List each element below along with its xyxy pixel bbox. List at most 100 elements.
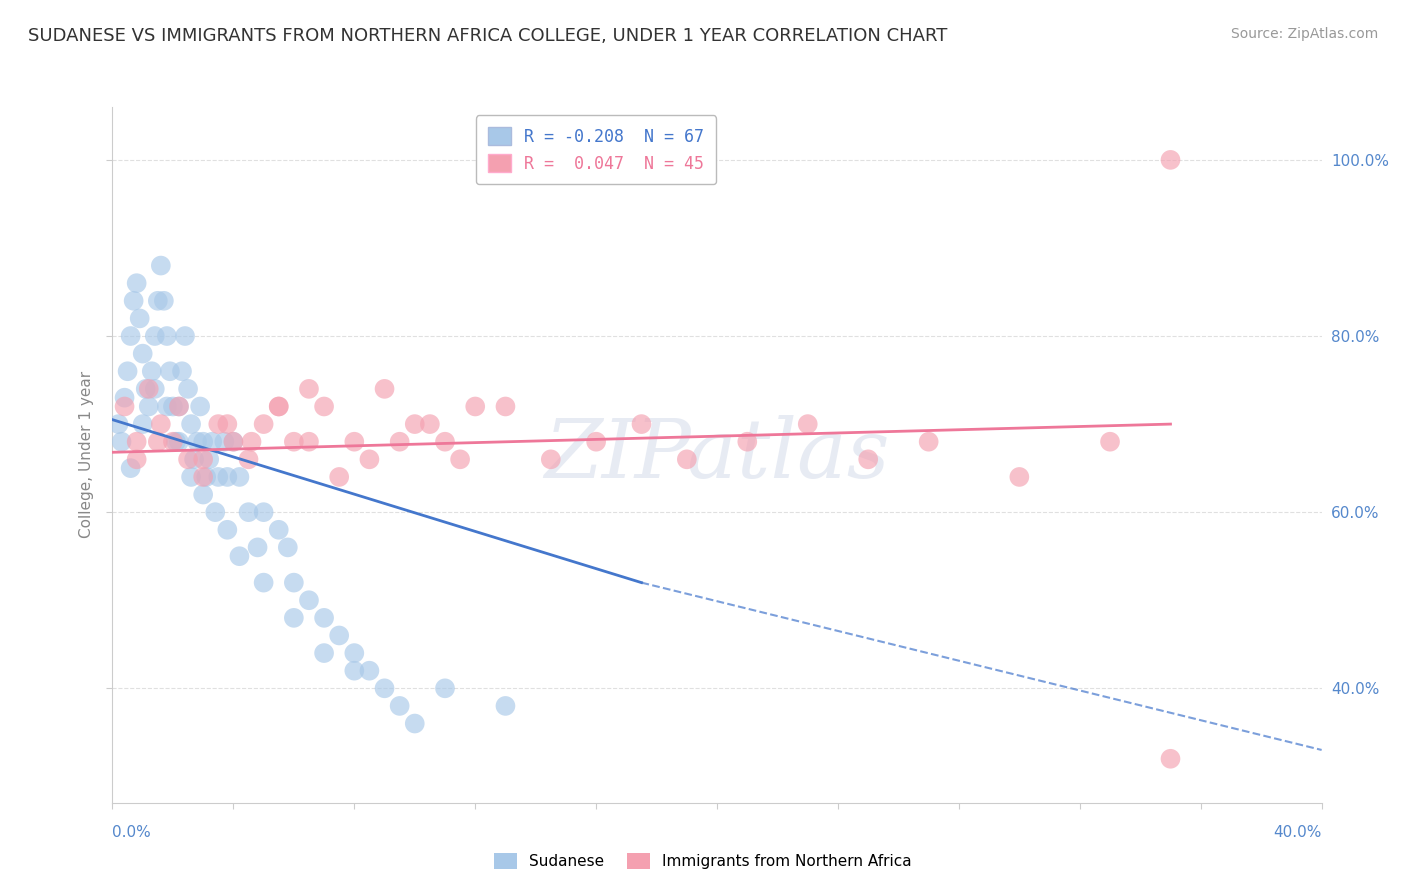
Point: [149, 417, 172, 431]
Point: [283, 611, 305, 625]
Point: [298, 593, 321, 607]
Point: [267, 400, 290, 414]
Legend: Sudanese, Immigrants from Northern Africa: Sudanese, Immigrants from Northern Afric…: [488, 847, 918, 875]
Text: SUDANESE VS IMMIGRANTS FROM NORTHERN AFRICA COLLEGE, UNDER 1 YEAR CORRELATION CH: SUDANESE VS IMMIGRANTS FROM NORTHERN AFR…: [28, 27, 948, 45]
Point: [495, 400, 517, 414]
Point: [117, 364, 139, 378]
Point: [404, 417, 426, 431]
Point: [217, 417, 239, 431]
Point: [207, 470, 229, 484]
Point: [433, 681, 456, 696]
Point: [374, 382, 396, 396]
Point: [180, 417, 202, 431]
Point: [141, 364, 163, 378]
Point: [201, 434, 224, 449]
Point: [388, 434, 411, 449]
Point: [170, 364, 193, 378]
Point: [153, 293, 176, 308]
Point: [180, 470, 202, 484]
Point: [120, 329, 142, 343]
Point: [228, 549, 250, 564]
Point: [191, 452, 214, 467]
Point: [343, 434, 366, 449]
Point: [165, 434, 187, 449]
Point: [630, 417, 652, 431]
Point: [114, 400, 136, 414]
Point: [162, 434, 184, 449]
Point: [464, 400, 486, 414]
Point: [404, 716, 426, 731]
Point: [359, 664, 381, 678]
Point: [156, 329, 179, 343]
Point: [198, 452, 221, 467]
Point: [132, 417, 155, 431]
Point: [177, 452, 200, 467]
Point: [1008, 470, 1031, 484]
Point: [167, 400, 190, 414]
Point: [138, 400, 160, 414]
Point: [419, 417, 441, 431]
Point: [149, 259, 172, 273]
Point: [495, 698, 517, 713]
Point: [167, 400, 190, 414]
Point: [314, 400, 336, 414]
Point: [267, 400, 290, 414]
Point: [240, 434, 263, 449]
Point: [125, 276, 148, 290]
Point: [156, 400, 179, 414]
Point: [246, 541, 269, 555]
Point: [186, 434, 208, 449]
Point: [283, 575, 305, 590]
Point: [277, 541, 299, 555]
Point: [114, 391, 136, 405]
Point: [314, 611, 336, 625]
Point: [159, 364, 181, 378]
Point: [314, 646, 336, 660]
Legend: R = -0.208  N = 67, R =  0.047  N = 45: R = -0.208 N = 67, R = 0.047 N = 45: [477, 115, 716, 185]
Point: [253, 505, 276, 519]
Point: [388, 698, 411, 713]
Point: [135, 382, 157, 396]
Point: [128, 311, 150, 326]
Point: [238, 452, 260, 467]
Point: [191, 470, 214, 484]
Point: [918, 434, 941, 449]
Point: [217, 470, 239, 484]
Point: [146, 293, 169, 308]
Point: [120, 461, 142, 475]
Point: [675, 452, 697, 467]
Point: [1098, 434, 1121, 449]
Point: [183, 452, 205, 467]
Point: [125, 434, 148, 449]
Text: 40.0%: 40.0%: [1274, 825, 1322, 840]
Point: [238, 505, 260, 519]
Point: [449, 452, 471, 467]
Point: [122, 293, 145, 308]
Point: [217, 523, 239, 537]
Point: [207, 417, 229, 431]
Point: [540, 452, 562, 467]
Point: [191, 434, 214, 449]
Point: [167, 434, 190, 449]
Point: [298, 382, 321, 396]
Point: [222, 434, 245, 449]
Point: [253, 575, 276, 590]
Text: 0.0%: 0.0%: [112, 825, 152, 840]
Point: [143, 329, 166, 343]
Point: [856, 452, 880, 467]
Point: [177, 382, 200, 396]
Point: [796, 417, 818, 431]
Point: [283, 434, 305, 449]
Point: [343, 646, 366, 660]
Point: [585, 434, 607, 449]
Point: [1159, 752, 1181, 766]
Point: [143, 382, 166, 396]
Point: [374, 681, 396, 696]
Point: [737, 434, 759, 449]
Point: [328, 470, 350, 484]
Point: [110, 434, 132, 449]
Point: [174, 329, 197, 343]
Point: [191, 487, 214, 501]
Point: [228, 470, 250, 484]
Point: [343, 664, 366, 678]
